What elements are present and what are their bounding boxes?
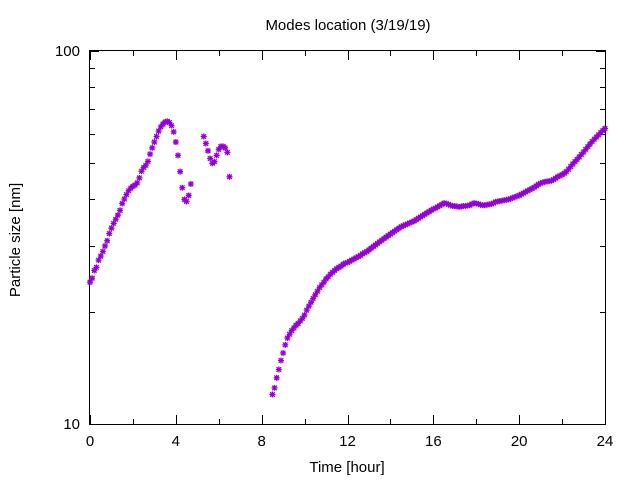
data-point [149, 144, 156, 151]
x-tick-label: 20 [511, 433, 528, 450]
data-point [282, 341, 289, 348]
data-point [106, 230, 113, 237]
data-point [136, 174, 143, 181]
x-tick-label: 12 [339, 433, 356, 450]
x-tick-label: 8 [257, 433, 265, 450]
data-point [187, 180, 194, 187]
data-point [183, 198, 190, 205]
data-point [224, 149, 231, 156]
y-tick-label: 10 [63, 416, 80, 433]
data-point [125, 187, 132, 194]
data-point [144, 158, 151, 165]
data-point [211, 158, 218, 165]
data-point [108, 225, 115, 232]
x-tick-label: 16 [425, 433, 442, 450]
axis-ticks: 0 4 8 12 16 20 24 10 100 [55, 43, 613, 450]
data-point [271, 384, 278, 391]
data-point [177, 168, 184, 175]
y-axis-label: Particle size [nm] [7, 183, 24, 297]
data-point [170, 128, 177, 135]
data-point [275, 366, 282, 373]
data-point [114, 212, 121, 219]
plot-frame [89, 50, 606, 425]
data-point [226, 173, 233, 180]
data-point [142, 162, 149, 169]
data-point [102, 243, 109, 250]
data-point [93, 264, 100, 271]
data-point [202, 140, 209, 147]
data-point [280, 350, 287, 357]
data-point [207, 155, 214, 162]
data-point [200, 133, 207, 140]
chart-title: Modes location (3/19/19) [265, 17, 430, 34]
y-tick-label: 100 [55, 43, 80, 60]
data-point [119, 200, 126, 207]
data-points [87, 118, 608, 398]
data-point [273, 374, 280, 381]
data-point [602, 125, 608, 132]
data-point [89, 275, 96, 282]
x-tick-label: 0 [86, 433, 94, 450]
x-axis-label: Time [hour] [309, 459, 384, 476]
data-point [147, 151, 154, 158]
data-point [185, 192, 192, 199]
data-point [301, 311, 308, 318]
data-point [151, 139, 158, 146]
data-point [277, 357, 284, 364]
data-point [153, 133, 160, 140]
data-point [213, 152, 220, 159]
data-point [174, 152, 181, 159]
data-point [179, 184, 186, 191]
data-point [134, 179, 141, 186]
data-point [172, 139, 179, 146]
data-point [205, 147, 212, 154]
x-tick-label: 4 [172, 433, 180, 450]
data-point [168, 122, 175, 129]
data-point [117, 207, 124, 214]
x-tick-label: 24 [597, 433, 614, 450]
data-point [99, 248, 106, 255]
data-point [104, 237, 111, 244]
data-point [299, 315, 306, 322]
data-point [269, 391, 276, 398]
